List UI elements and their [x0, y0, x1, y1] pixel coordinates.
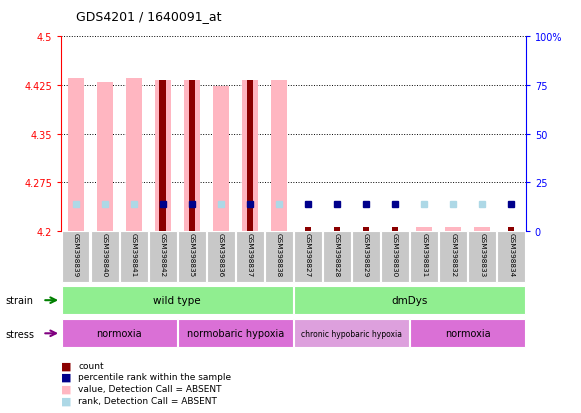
Text: rank, Detection Call = ABSENT: rank, Detection Call = ABSENT: [78, 396, 217, 405]
Bar: [242, 81, 258, 231]
Bar: [149, 232, 177, 282]
Text: chronic hypobaric hypoxia: chronic hypobaric hypoxia: [301, 329, 402, 338]
Bar: [125, 79, 142, 231]
Text: count: count: [78, 361, 104, 370]
Bar: [352, 232, 380, 282]
Text: GSM398827: GSM398827: [305, 233, 311, 277]
Text: GSM398831: GSM398831: [421, 233, 427, 277]
Text: GSM398840: GSM398840: [102, 233, 107, 277]
Text: value, Detection Call = ABSENT: value, Detection Call = ABSENT: [78, 384, 222, 393]
Text: ■: ■: [61, 372, 71, 382]
Text: GSM398834: GSM398834: [508, 233, 514, 277]
Text: GSM398835: GSM398835: [189, 233, 195, 277]
Text: ■: ■: [61, 395, 71, 405]
Bar: [323, 232, 351, 282]
Text: normobaric hypoxia: normobaric hypoxia: [187, 328, 284, 339]
Bar: [445, 228, 461, 231]
Bar: [294, 287, 525, 314]
Bar: [236, 232, 264, 282]
Text: GSM398836: GSM398836: [218, 233, 224, 277]
Bar: [392, 228, 399, 231]
Bar: [91, 232, 119, 282]
Bar: [265, 232, 293, 282]
Bar: [294, 232, 322, 282]
Text: GSM398837: GSM398837: [247, 233, 253, 277]
Bar: [178, 232, 206, 282]
Text: GSM398828: GSM398828: [334, 233, 340, 277]
Bar: [416, 228, 432, 231]
Text: ■: ■: [61, 361, 71, 370]
Bar: [381, 232, 409, 282]
Text: GSM398829: GSM398829: [363, 233, 369, 277]
Bar: [247, 81, 253, 231]
Text: GSM398839: GSM398839: [73, 233, 78, 277]
Bar: [96, 83, 113, 231]
Bar: [468, 232, 496, 282]
Bar: [184, 81, 200, 231]
Bar: [189, 81, 195, 231]
Bar: [178, 320, 293, 347]
Bar: [160, 81, 166, 231]
Bar: [334, 228, 340, 231]
Text: normoxia: normoxia: [96, 328, 142, 339]
Text: GDS4201 / 1640091_at: GDS4201 / 1640091_at: [76, 10, 221, 23]
Text: ■: ■: [61, 384, 71, 394]
Bar: [67, 79, 84, 231]
Bar: [410, 320, 525, 347]
Bar: [207, 232, 235, 282]
Bar: [508, 228, 515, 231]
Bar: [439, 232, 467, 282]
Bar: [213, 86, 229, 231]
Text: GSM398841: GSM398841: [131, 233, 137, 277]
Bar: [363, 228, 370, 231]
Bar: [62, 232, 89, 282]
Text: dmDys: dmDys: [392, 295, 428, 306]
Bar: [62, 287, 293, 314]
Text: GSM398833: GSM398833: [479, 233, 485, 277]
Text: GSM398832: GSM398832: [450, 233, 456, 277]
Text: GSM398830: GSM398830: [392, 233, 398, 277]
Bar: [62, 320, 177, 347]
Bar: [474, 228, 490, 231]
Text: wild type: wild type: [153, 295, 201, 306]
Bar: [120, 232, 148, 282]
Bar: [271, 81, 287, 231]
Text: strain: strain: [6, 296, 34, 306]
Text: GSM398842: GSM398842: [160, 233, 166, 277]
Bar: [305, 228, 311, 231]
Bar: [497, 232, 525, 282]
Bar: [155, 81, 171, 231]
Bar: [410, 232, 438, 282]
Text: percentile rank within the sample: percentile rank within the sample: [78, 373, 232, 382]
Text: stress: stress: [6, 329, 35, 339]
Bar: [294, 320, 409, 347]
Text: GSM398838: GSM398838: [276, 233, 282, 277]
Text: normoxia: normoxia: [445, 328, 490, 339]
